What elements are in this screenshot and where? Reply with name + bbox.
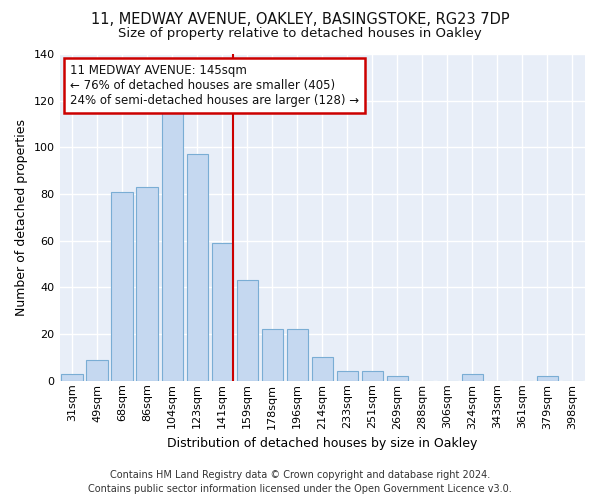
Bar xyxy=(462,374,483,381)
Bar xyxy=(161,112,183,381)
Bar xyxy=(287,330,308,381)
Text: 11 MEDWAY AVENUE: 145sqm
← 76% of detached houses are smaller (405)
24% of semi-: 11 MEDWAY AVENUE: 145sqm ← 76% of detach… xyxy=(70,64,359,107)
Bar xyxy=(311,358,333,381)
Y-axis label: Number of detached properties: Number of detached properties xyxy=(15,119,28,316)
Bar xyxy=(86,360,108,381)
Bar xyxy=(136,187,158,381)
Bar xyxy=(112,192,133,381)
Text: Size of property relative to detached houses in Oakley: Size of property relative to detached ho… xyxy=(118,28,482,40)
Text: 11, MEDWAY AVENUE, OAKLEY, BASINGSTOKE, RG23 7DP: 11, MEDWAY AVENUE, OAKLEY, BASINGSTOKE, … xyxy=(91,12,509,28)
Bar xyxy=(362,372,383,381)
Bar xyxy=(61,374,83,381)
Bar xyxy=(387,376,408,381)
Bar xyxy=(236,280,258,381)
Text: Contains HM Land Registry data © Crown copyright and database right 2024.
Contai: Contains HM Land Registry data © Crown c… xyxy=(88,470,512,494)
Bar xyxy=(212,243,233,381)
Bar xyxy=(187,154,208,381)
Bar xyxy=(337,372,358,381)
Bar xyxy=(537,376,558,381)
X-axis label: Distribution of detached houses by size in Oakley: Distribution of detached houses by size … xyxy=(167,437,478,450)
Bar xyxy=(262,330,283,381)
